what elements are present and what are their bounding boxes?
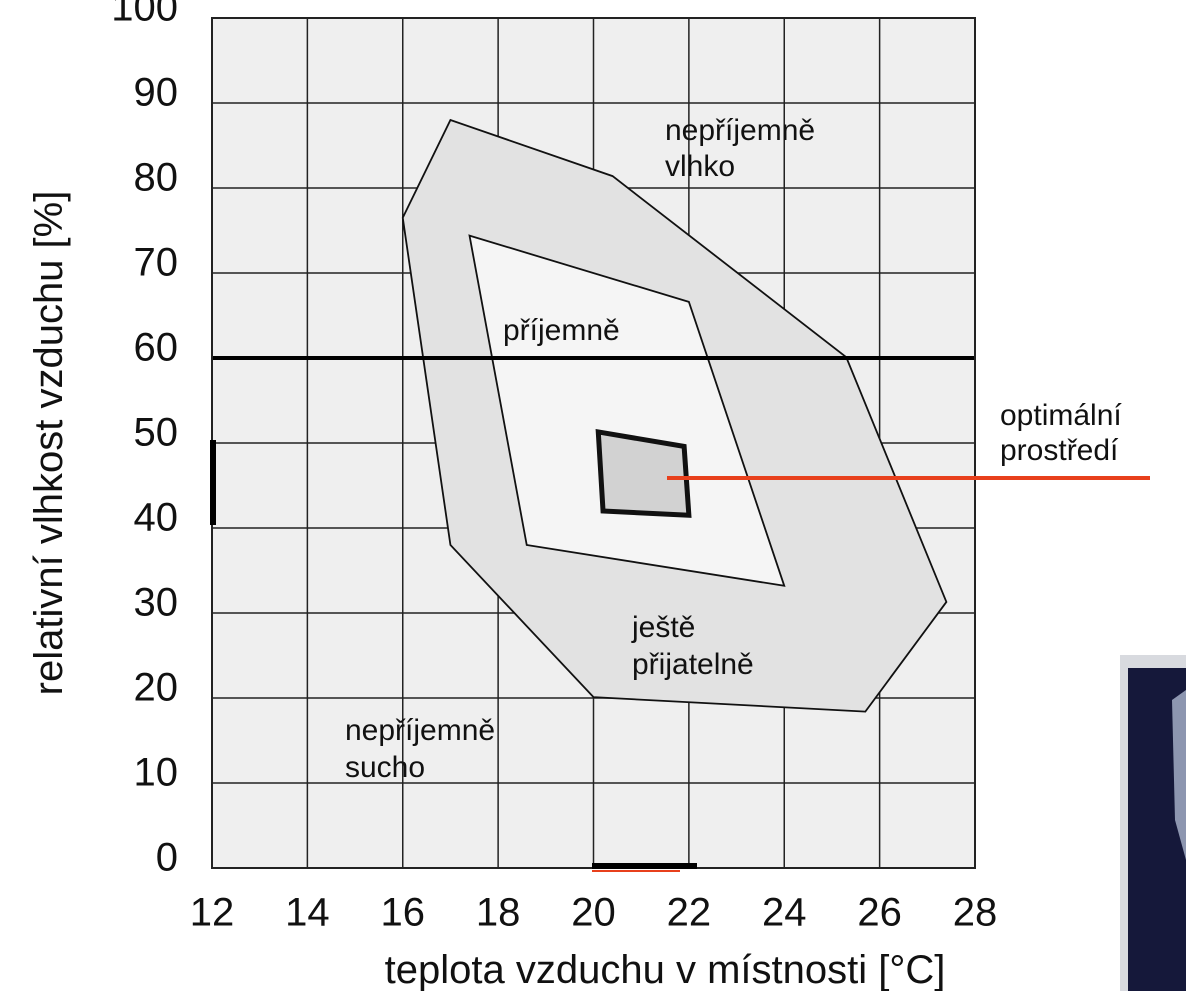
annotation: ještě <box>631 611 695 644</box>
y-axis-title: relativní vlhkost vzduchu [%] <box>27 191 71 696</box>
annotation: nepříjemně <box>345 714 495 747</box>
annotation: přijatelně <box>632 648 754 681</box>
region <box>598 432 689 515</box>
x-tick-label: 16 <box>381 891 426 935</box>
x-tick-label: 24 <box>762 891 807 935</box>
x-tick-label: 22 <box>667 891 712 935</box>
x-tick-label: 26 <box>857 891 902 935</box>
x-tick-label: 18 <box>476 891 521 935</box>
x-tick-label: 12 <box>190 891 235 935</box>
x-axis-title: teplota vzduchu v místnosti [°C] <box>385 948 946 991</box>
chart: 12 14 16 18 20 22 24 26 28 0 10 20 30 40 50 60 70 80 90 100… <box>0 0 1186 991</box>
y-tick-label: 0 <box>156 836 178 880</box>
y-tick-label: 70 <box>134 241 179 285</box>
x-tick-label: 20 <box>571 891 616 935</box>
x-tick-label: 14 <box>285 891 330 935</box>
annotation: vlhko <box>665 150 735 183</box>
annotation: příjemně <box>503 314 620 347</box>
annotation: nepříjemně <box>665 114 815 147</box>
y-tick-label: 80 <box>134 156 179 200</box>
y-tick-label: 50 <box>134 411 179 455</box>
y-tick-label: 40 <box>134 496 179 540</box>
y-tick-label: 90 <box>134 71 179 115</box>
page: 12 14 16 18 20 22 24 26 28 0 10 20 30 40 50 60 70 80 90 100… <box>0 0 1186 991</box>
x-tick-label: 28 <box>953 891 998 935</box>
annotation: optimální <box>1000 399 1122 432</box>
annotation: sucho <box>345 751 425 784</box>
y-tick-label: 20 <box>134 666 179 710</box>
y-tick-label: 10 <box>134 751 179 795</box>
annotation: prostředí <box>1000 434 1119 467</box>
y-tick-label: 60 <box>134 326 179 370</box>
y-tick-label: 100 <box>111 0 178 30</box>
y-tick-label: 30 <box>134 581 179 625</box>
